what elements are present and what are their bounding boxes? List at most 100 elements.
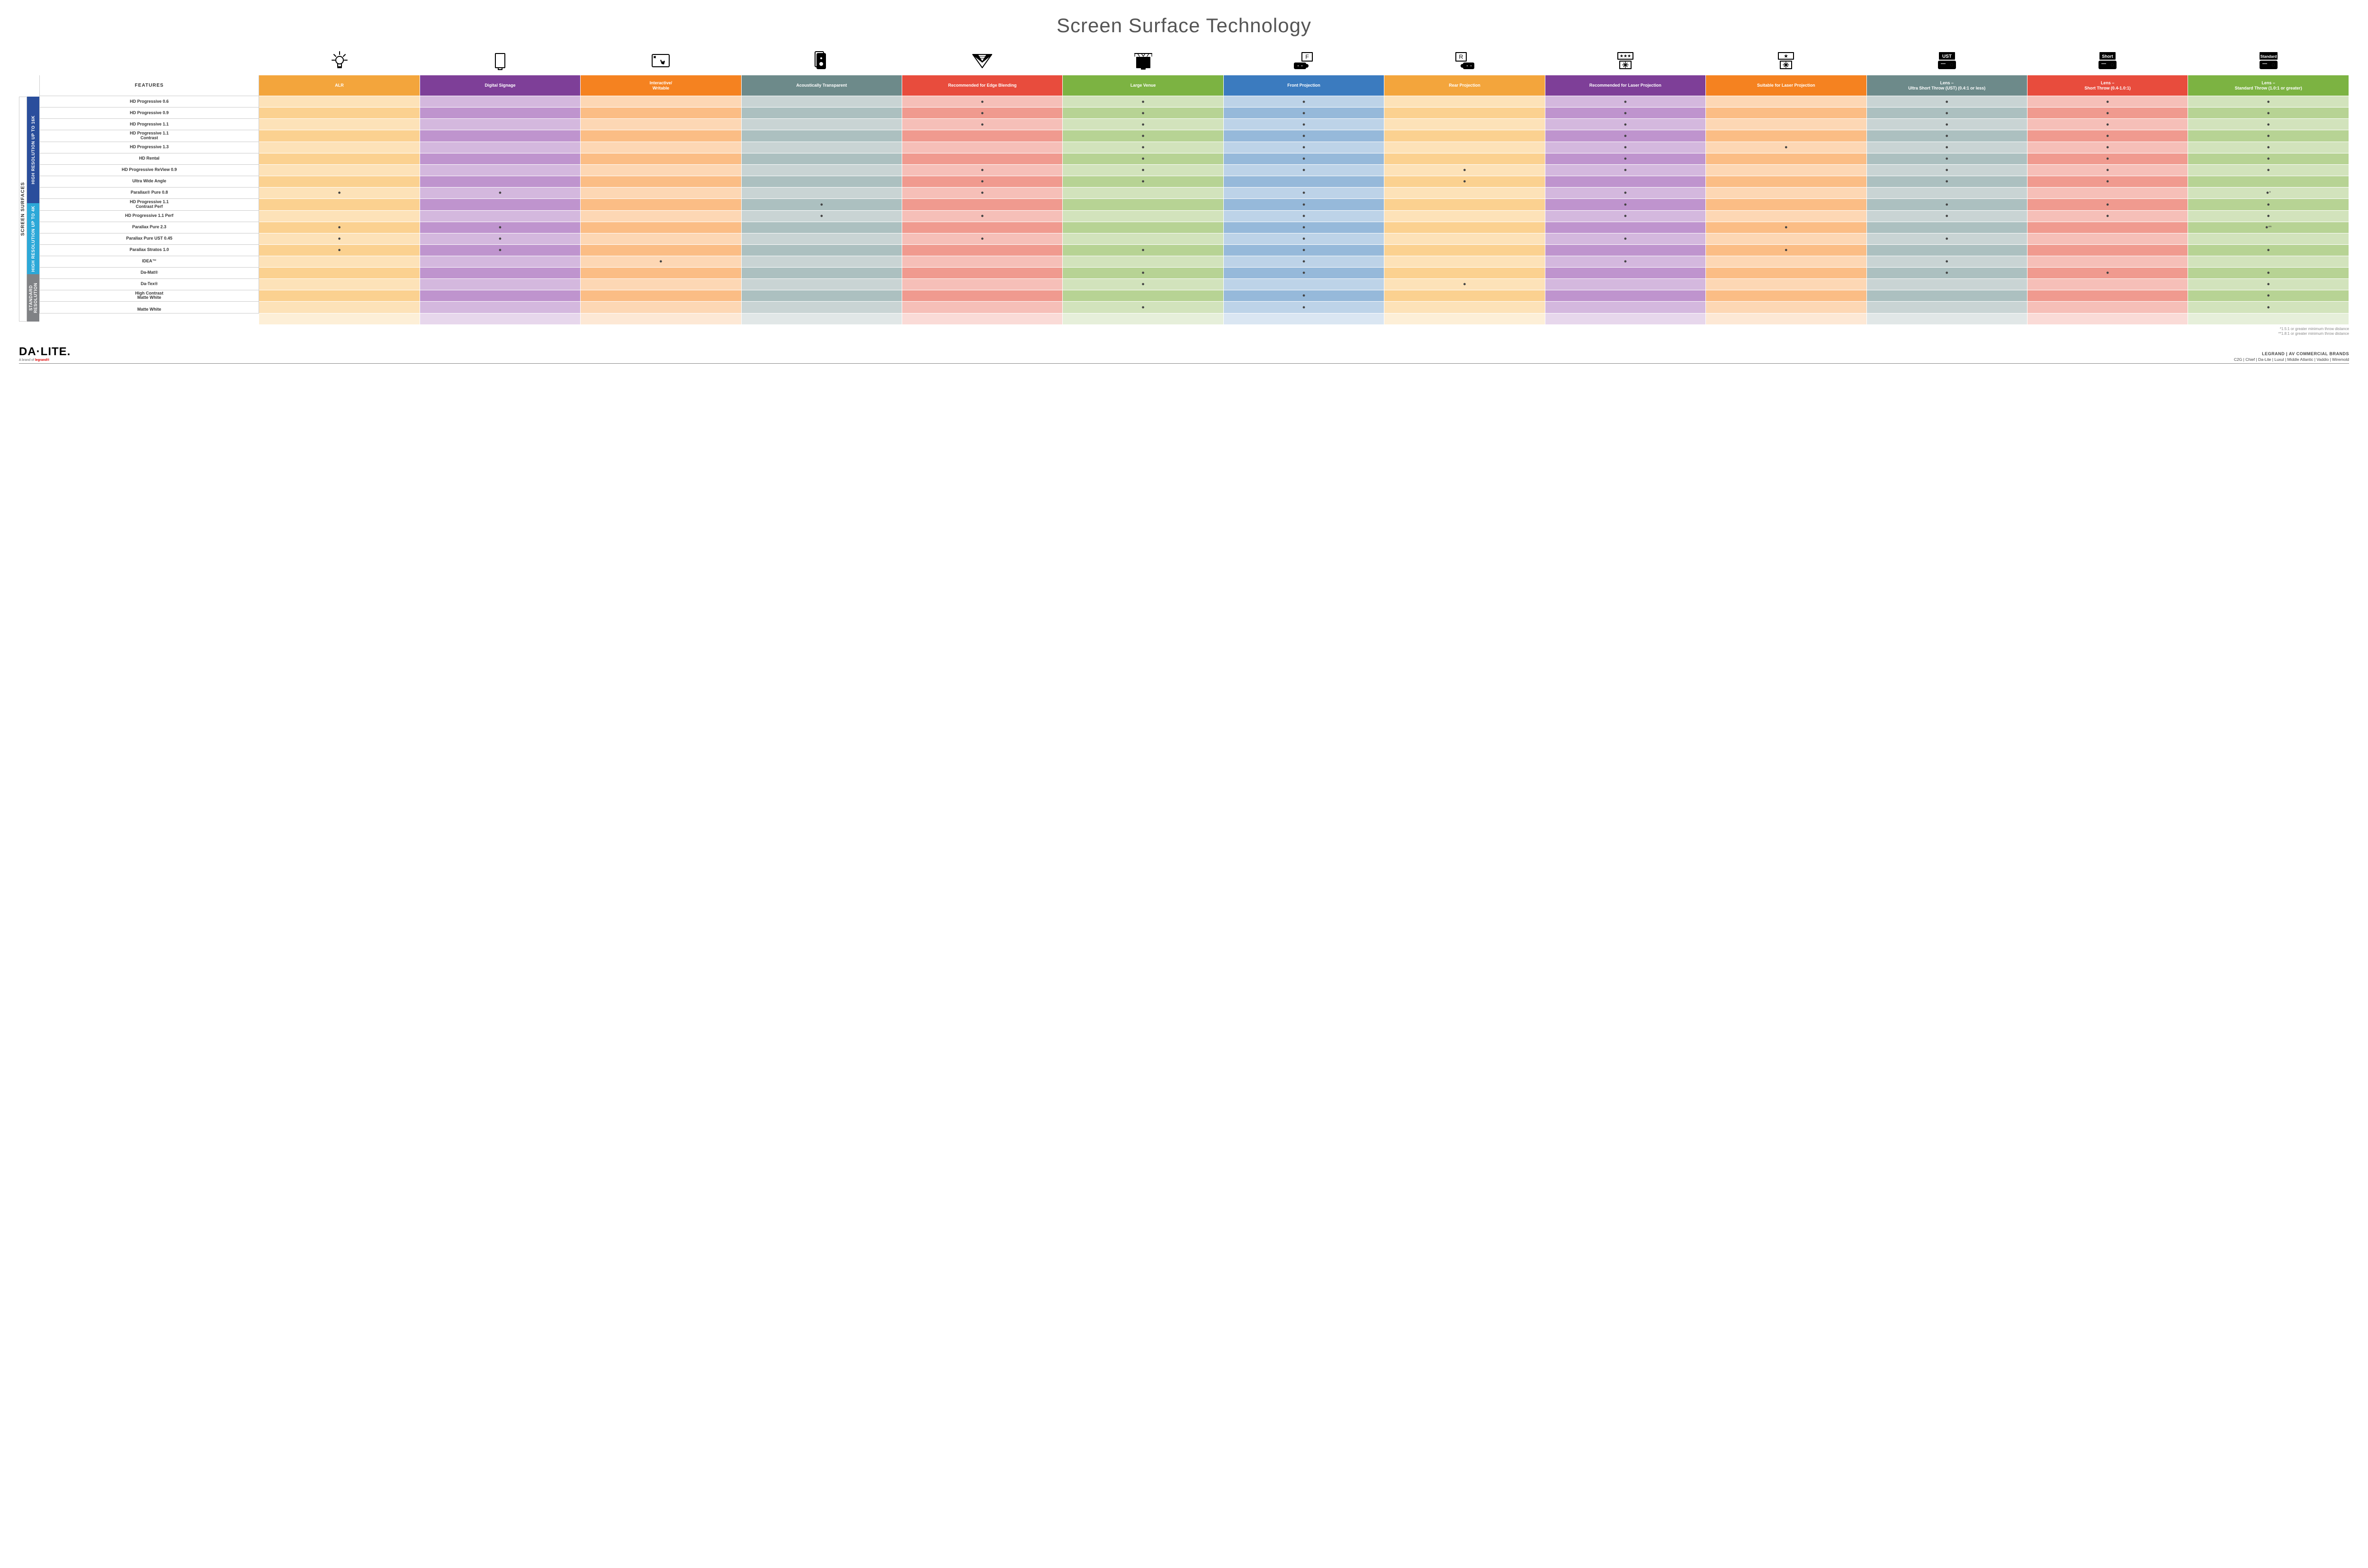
cell — [259, 244, 420, 256]
cell — [259, 153, 420, 164]
cell — [581, 222, 741, 233]
cell — [1384, 130, 1545, 142]
cell — [1384, 108, 1545, 119]
cell — [1384, 187, 1545, 198]
row-label: Parallax Pure UST 0.45 — [40, 233, 259, 244]
cell — [741, 302, 902, 314]
column-icon — [902, 47, 1063, 75]
table-row: Da-Tex® — [40, 278, 2349, 290]
cell — [902, 187, 1063, 198]
cell — [902, 96, 1063, 108]
cell — [1384, 119, 1545, 130]
cell — [1706, 210, 1866, 222]
cell — [1545, 233, 1705, 244]
brands-block: LEGRAND | AV COMMERCIAL BRANDS C2G | Chi… — [2234, 351, 2349, 362]
table-row: Da-Mat® — [40, 267, 2349, 278]
cell — [1063, 290, 1223, 302]
cell — [1063, 244, 1223, 256]
row-label: Da-Tex® — [40, 278, 259, 290]
column-icon — [420, 47, 580, 75]
cell — [1706, 153, 1866, 164]
cell — [2188, 244, 2349, 256]
cell — [581, 96, 741, 108]
cell — [1545, 119, 1705, 130]
cell — [259, 233, 420, 244]
cell — [581, 108, 741, 119]
cell — [1063, 222, 1223, 233]
cell — [2027, 153, 2188, 164]
cell — [1706, 176, 1866, 187]
cell — [902, 119, 1063, 130]
column-header: Recommended for Edge Blending — [902, 75, 1063, 96]
cell — [2188, 153, 2349, 164]
cell — [1384, 244, 1545, 256]
column-icon: R — [1384, 47, 1545, 75]
cell — [1706, 130, 1866, 142]
column-icon — [741, 47, 902, 75]
svg-text:R: R — [1459, 54, 1463, 60]
cell — [420, 153, 580, 164]
cell — [902, 108, 1063, 119]
column-header: Front Projection — [1223, 75, 1384, 96]
cell — [1063, 278, 1223, 290]
cell — [420, 267, 580, 278]
cell — [2027, 176, 2188, 187]
cell — [1545, 198, 1705, 210]
row-label: HD Progressive 1.1 Perf — [40, 210, 259, 222]
cell — [1384, 256, 1545, 267]
cell — [1223, 256, 1384, 267]
row-label: IDEA™ — [40, 256, 259, 267]
cell — [2027, 210, 2188, 222]
column-header: Interactive/Writable — [581, 75, 741, 96]
table-row: IDEA™ — [40, 256, 2349, 267]
column-header: Rear Projection — [1384, 75, 1545, 96]
main-layout: SCREEN SURFACES HIGH RESOLUTION UP TO 16… — [19, 46, 2349, 336]
cell — [1706, 244, 1866, 256]
cell — [741, 164, 902, 176]
cell — [902, 278, 1063, 290]
icon-cell-blank — [40, 47, 259, 75]
cell — [741, 233, 902, 244]
cell — [1384, 96, 1545, 108]
cell — [2027, 96, 2188, 108]
brands-list: C2G | Chief | Da-Lite | Luxul | Middle A… — [2234, 357, 2349, 362]
cell — [741, 176, 902, 187]
cell — [1384, 153, 1545, 164]
table-row: HD Progressive 0.6 — [40, 96, 2349, 108]
cell — [1706, 198, 1866, 210]
cell — [1866, 233, 2027, 244]
cell — [1866, 244, 2027, 256]
cell — [420, 222, 580, 233]
cell — [1866, 256, 2027, 267]
cell — [1223, 278, 1384, 290]
cell — [581, 130, 741, 142]
cell — [1545, 222, 1705, 233]
cell — [1866, 130, 2027, 142]
column-header: Acoustically Transparent — [741, 75, 902, 96]
footnote: *1.5:1 or greater minimum throw distance — [39, 327, 2349, 332]
cell — [1223, 290, 1384, 302]
cell — [1545, 96, 1705, 108]
cell — [1866, 290, 2027, 302]
cell — [2188, 176, 2349, 187]
row-label: HD Rental — [40, 153, 259, 164]
cell — [2027, 119, 2188, 130]
cell — [1223, 302, 1384, 314]
cell — [420, 198, 580, 210]
column-icon: ★★★ — [1545, 47, 1705, 75]
cell — [741, 108, 902, 119]
cell — [259, 164, 420, 176]
cell — [1384, 290, 1545, 302]
cell — [1223, 119, 1384, 130]
column-header: Recommended for Laser Projection — [1545, 75, 1705, 96]
cell — [1063, 119, 1223, 130]
cell — [1545, 244, 1705, 256]
cell: ●* — [2188, 187, 2349, 198]
cell — [902, 267, 1063, 278]
column-header: Lens –Ultra Short Throw (UST) (0.4:1 or … — [1866, 75, 2027, 96]
cell — [1545, 256, 1705, 267]
cell — [1384, 278, 1545, 290]
cell — [1706, 119, 1866, 130]
cell — [1866, 267, 2027, 278]
cell — [420, 290, 580, 302]
